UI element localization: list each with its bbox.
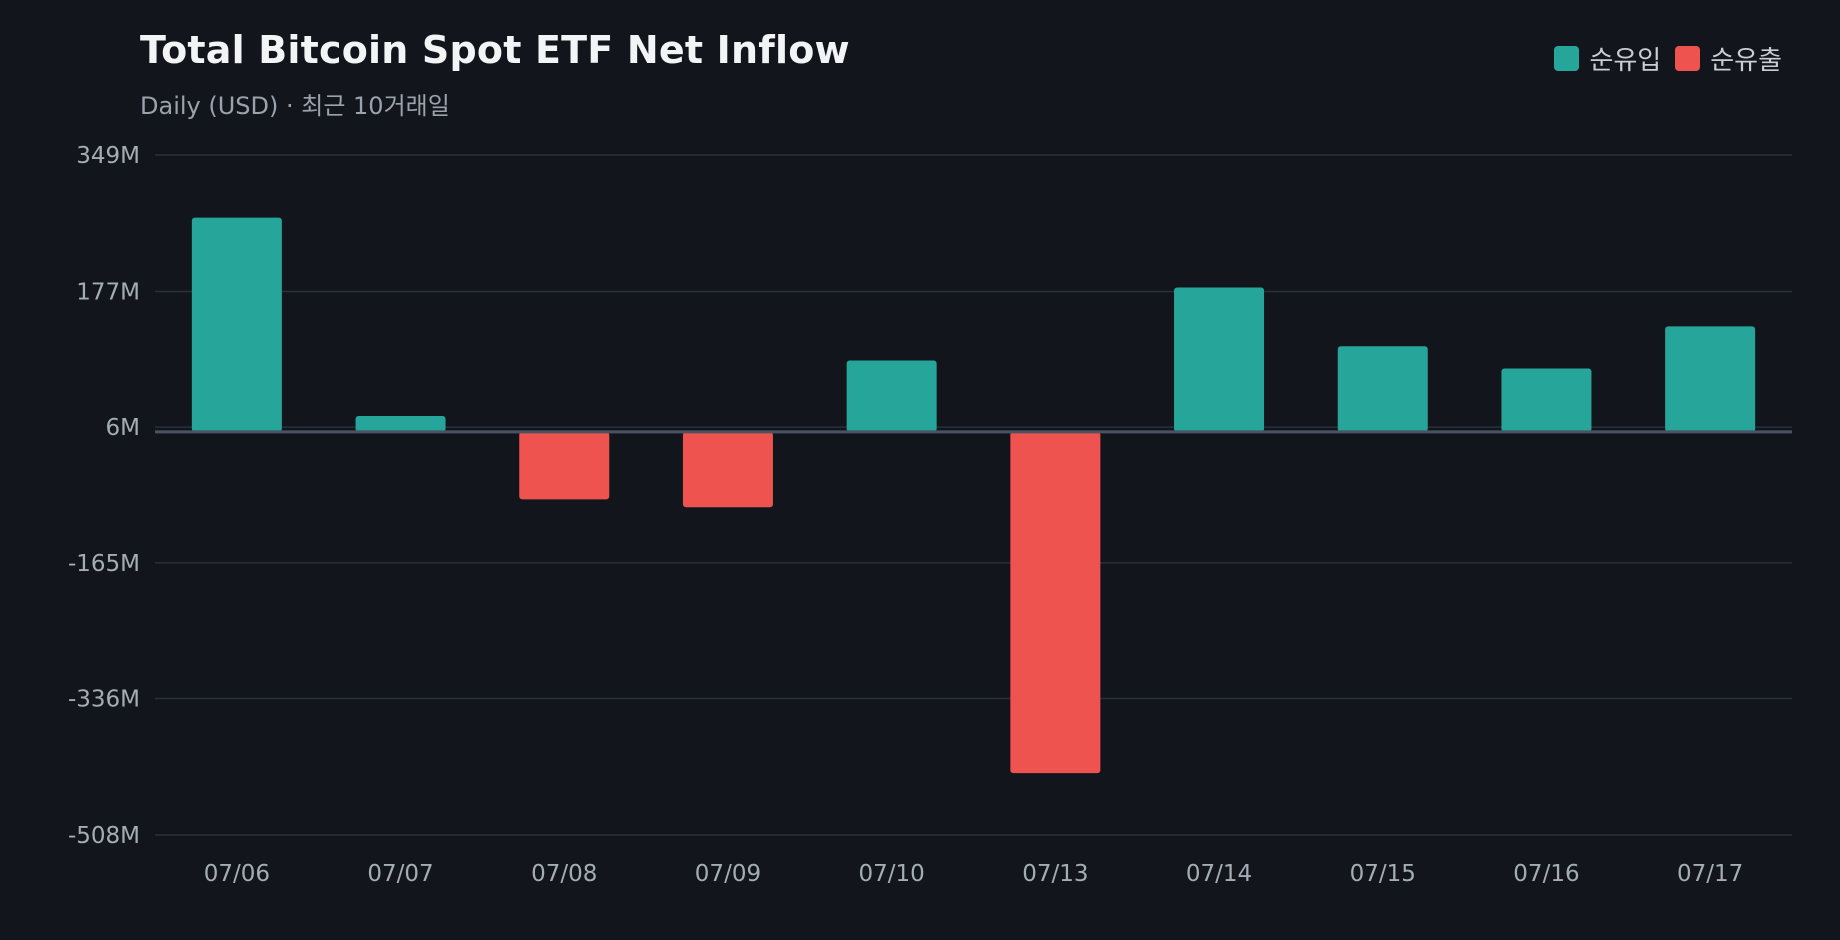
- y-tick-label: 349M: [76, 143, 140, 169]
- bar-07-08: [519, 431, 610, 500]
- y-tick-label: -165M: [68, 551, 140, 577]
- chart-title: Total Bitcoin Spot ETF Net Inflow: [140, 28, 850, 72]
- bar-07-10: [846, 360, 937, 432]
- bar-07-06: [191, 217, 282, 432]
- legend-swatch-inflow: [1554, 46, 1580, 71]
- x-tick-label: 07/08: [531, 861, 597, 887]
- bar-07-14: [1174, 287, 1265, 432]
- chart-legend: 순유입 순유출: [1554, 40, 1782, 77]
- y-tick-label: 6M: [106, 415, 140, 441]
- bar-07-16: [1501, 368, 1592, 432]
- legend-item-outflow[interactable]: 순유출: [1675, 40, 1782, 77]
- bar-07-15: [1337, 346, 1428, 432]
- x-tick-label: 07/13: [1022, 861, 1088, 887]
- bar-07-09: [682, 431, 773, 508]
- y-tick-label: -508M: [68, 823, 140, 849]
- legend-label-inflow: 순유입: [1589, 46, 1662, 76]
- legend-label-outflow: 순유출: [1710, 46, 1782, 76]
- x-tick-label: 07/17: [1677, 861, 1743, 887]
- y-tick-label: 177M: [76, 279, 140, 305]
- legend-item-inflow[interactable]: 순유입: [1554, 40, 1661, 77]
- legend-swatch-outflow: [1675, 46, 1701, 71]
- x-tick-label: 07/10: [859, 861, 925, 887]
- x-tick-label: 07/09: [695, 861, 761, 887]
- y-tick-label: -336M: [68, 687, 140, 713]
- x-tick-label: 07/15: [1350, 861, 1416, 887]
- x-tick-label: 07/06: [204, 861, 270, 887]
- bar-07-17: [1665, 326, 1756, 432]
- x-tick-label: 07/14: [1186, 861, 1252, 887]
- x-tick-label: 07/07: [367, 861, 433, 887]
- x-tick-label: 07/16: [1513, 861, 1579, 887]
- bar-07-13: [1010, 431, 1101, 774]
- chart-subtitle: Daily (USD) · 최근 10거래일: [140, 92, 450, 120]
- bar-07-07: [355, 416, 446, 432]
